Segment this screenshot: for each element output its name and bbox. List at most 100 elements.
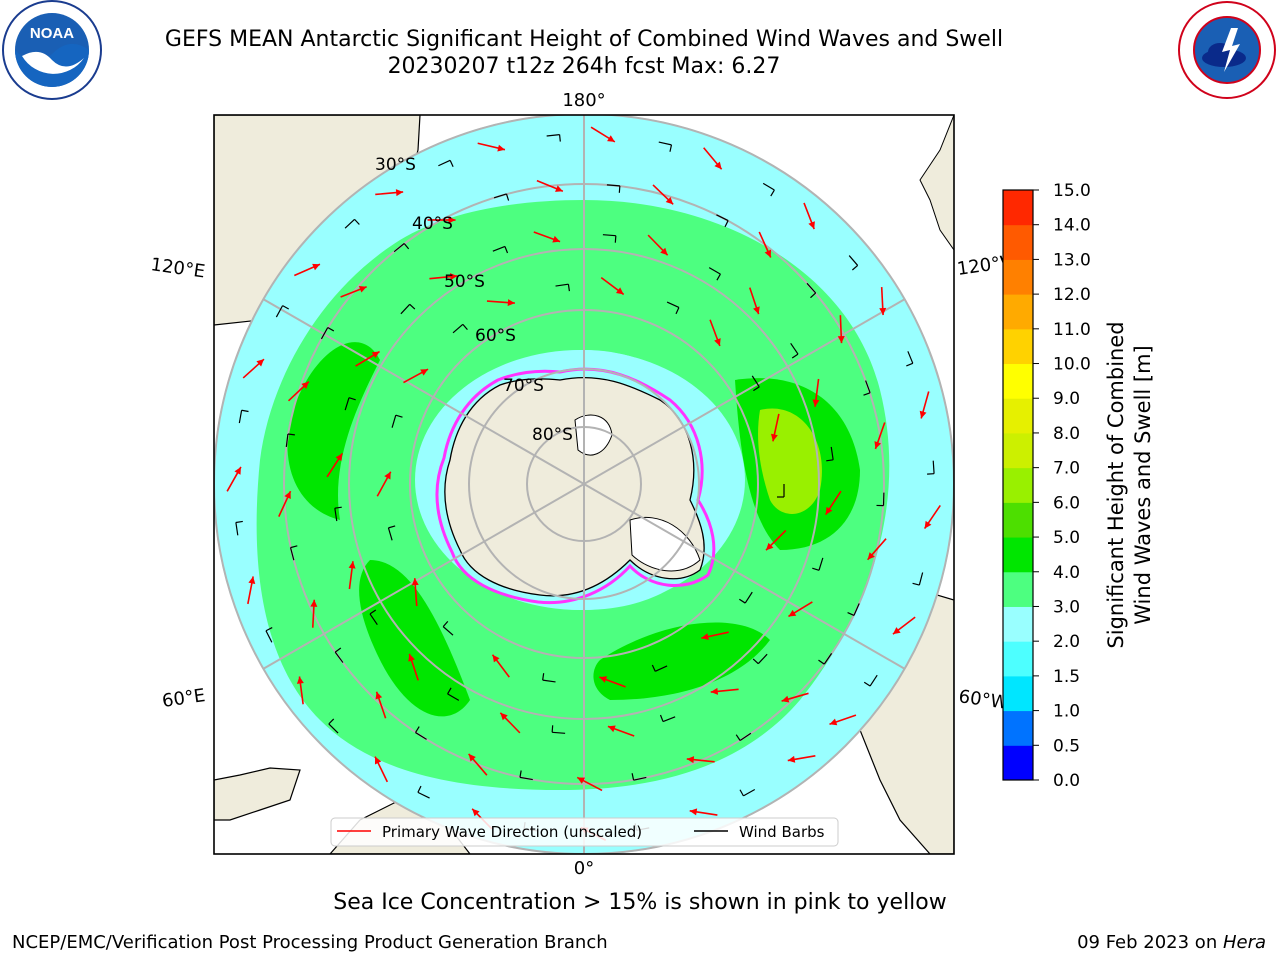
wind-barb: [275, 305, 290, 318]
wind-barb: [328, 718, 339, 734]
wind-barb: [400, 303, 416, 315]
colorbar-segment: [1003, 537, 1033, 573]
wind-barb: [927, 460, 935, 475]
sea-ice-note: Sea Ice Concentration > 15% is shown in …: [333, 890, 947, 915]
wave-arrow: [247, 576, 256, 605]
lat-label-40s: 40°S: [412, 214, 453, 234]
colorbar-segment: [1003, 641, 1033, 677]
colorbar-tick-label: 10.0: [1053, 355, 1091, 375]
wind-barb: [708, 267, 721, 281]
colorbar-segment: [1003, 432, 1033, 469]
wind-barbs: [235, 134, 935, 832]
wave-band-high-west: [287, 342, 380, 520]
lon-label-bottom: 0°: [574, 858, 594, 879]
map-frame: [213, 114, 955, 855]
wave-arrow: [607, 725, 635, 737]
wave-arrow: [923, 504, 941, 530]
lat-labels: 30°S 40°S 50°S 60°S 70°S 80°S: [375, 155, 573, 445]
wave-arrow: [427, 216, 456, 224]
colorbar-segment: [1003, 675, 1033, 712]
lat-label-70s: 70°S: [503, 376, 544, 396]
colorbar-label-line1: Significant Height of Combined: [1104, 321, 1128, 648]
antarctic-peninsula-south-america-tip: [919, 115, 954, 251]
wave-arrow: [375, 691, 387, 719]
wave-arrow: [226, 466, 242, 492]
wave-arrow: [758, 231, 772, 258]
wave-arrow: [242, 358, 265, 379]
wind-barb: [344, 397, 356, 411]
wave-arrow: [703, 147, 723, 170]
wind-barb: [735, 732, 752, 742]
wave-arrow: [340, 285, 367, 298]
colorbar-segment: [1003, 571, 1033, 607]
wind-barb: [542, 673, 556, 683]
date-line: 09 Feb 2023 on Hera: [1077, 932, 1266, 953]
wave-arrow: [355, 350, 380, 367]
colorbar-tick-label: 15.0: [1053, 181, 1091, 201]
colorbar-tick-label: 0.0: [1053, 771, 1080, 791]
wind-barb: [818, 653, 833, 665]
date-text: 09 Feb 2023 on: [1077, 932, 1223, 953]
wave-arrow: [294, 263, 321, 277]
wave-arrow: [787, 754, 816, 763]
lon-label-lower-right: 60°W: [957, 686, 1009, 714]
wave-arrow: [278, 490, 292, 517]
wind-barb: [334, 506, 342, 522]
wave-arrow: [788, 601, 813, 618]
wind-barb: [847, 603, 860, 616]
colorbar-segment: [1003, 224, 1033, 260]
wind-barb: [238, 409, 249, 424]
wave-band-high-south: [359, 560, 470, 717]
wind-barb: [659, 714, 676, 723]
wind-barb: [387, 525, 396, 541]
wind-barb: [285, 433, 295, 447]
wind-barb: [876, 492, 885, 507]
wind-barb: [631, 773, 647, 781]
wind-barb: [265, 627, 273, 643]
nws-logo: [1178, 1, 1276, 99]
colorbar-tick-label: 11.0: [1053, 320, 1091, 340]
colorbar-tick-label: 12.0: [1053, 285, 1091, 305]
credit-line: NCEP/EMC/Verification Post Processing Pr…: [12, 932, 608, 953]
wave-arrow: [647, 234, 669, 256]
colorbar-segment: [1003, 467, 1033, 503]
lon-label-lower-left: 60°E: [161, 685, 207, 712]
chart-title: GEFS MEAN Antarctic Significant Height o…: [164, 27, 1004, 52]
wind-barb: [752, 653, 768, 665]
wind-barb: [762, 182, 775, 197]
wind-barb: [666, 301, 680, 315]
wind-barb: [651, 664, 668, 672]
wave-arrow: [709, 319, 721, 347]
colorbar-segment: [1003, 606, 1033, 642]
wave-arrow: [686, 756, 715, 764]
wave-arrow: [576, 776, 603, 792]
wind-barb: [751, 375, 760, 392]
colorbar-tick-label: 5.0: [1053, 528, 1080, 548]
wind-barb: [806, 282, 817, 299]
wave-arrow: [803, 202, 815, 230]
wind-barb: [546, 134, 561, 142]
colorbar-segment: [1003, 328, 1033, 365]
wind-barb: [812, 557, 824, 571]
wave-arrow: [491, 654, 510, 678]
lat-label-80s: 80°S: [532, 425, 573, 445]
wind-barb: [602, 234, 617, 243]
wind-barb: [906, 351, 914, 367]
colorbar-tick-label: 8.0: [1053, 424, 1080, 444]
wave-arrow: [403, 368, 429, 384]
wind-barb: [235, 520, 243, 536]
wave-arrow: [429, 273, 458, 281]
lat-label-50s: 50°S: [444, 272, 485, 292]
wave-arrow: [812, 378, 820, 407]
wave-arrow: [919, 391, 930, 419]
africa-land: [214, 767, 301, 821]
wind-barb: [438, 159, 454, 167]
chart-subtitle: 20230207 t12z 264h fcst Max: 6.27: [387, 54, 781, 79]
wind-barb: [492, 245, 509, 254]
lat-label-30s: 30°S: [375, 155, 416, 175]
noaa-logo: NOAA: [2, 0, 102, 100]
wind-barb: [777, 484, 785, 498]
wind-barb: [493, 193, 510, 201]
wind-barb: [519, 770, 533, 781]
wave-arrow: [310, 599, 318, 628]
